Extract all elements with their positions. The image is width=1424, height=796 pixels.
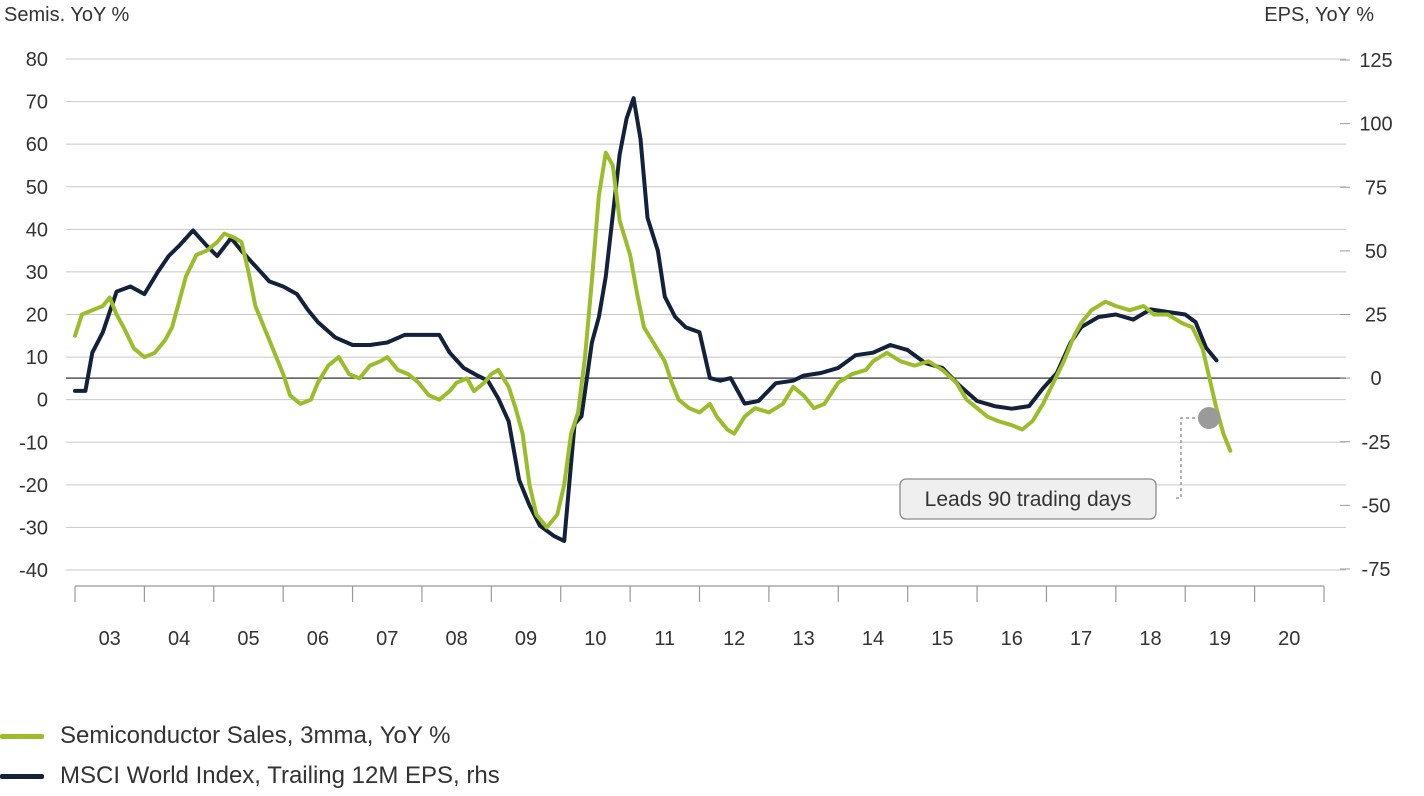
x-tick-label: 03: [99, 628, 121, 650]
y-right-tick-label: 125: [1359, 50, 1392, 72]
y-left-tick-label: -20: [19, 475, 48, 497]
x-tick-label: 12: [723, 628, 745, 650]
x-tick-label: 06: [307, 628, 329, 650]
x-tick-label: 18: [1139, 628, 1161, 650]
x-tick-label: 05: [237, 628, 259, 650]
y-left-tick-label: 40: [26, 219, 48, 241]
y-left-tick-label: 30: [26, 262, 48, 284]
y-right-tick-label: 50: [1365, 241, 1387, 263]
x-tick-label: 15: [931, 628, 953, 650]
x-axis: 03 04 05 06 07 08 09 10 11 12 13 14 15 16 17 18 19 20: [74, 585, 1325, 650]
y-right-tick-label: 100: [1359, 114, 1392, 136]
y-left-tick-label: 70: [26, 92, 48, 114]
lead-annotation: Leads 90 trading days: [899, 407, 1220, 520]
x-tick-label: 19: [1209, 628, 1231, 650]
x-tick-label: 13: [792, 628, 814, 650]
y-left-tick-label: -10: [19, 432, 48, 454]
legend-label-eps: MSCI World Index, Trailing 12M EPS, rhs: [60, 762, 500, 789]
y-right-tick-label: -75: [1362, 559, 1391, 581]
gridlines: [66, 58, 1346, 571]
y-right-tick-label: 75: [1365, 177, 1387, 199]
x-tick-label: 14: [862, 628, 884, 650]
series-line-semiconductor-sales: [73, 150, 1233, 530]
x-tick-label: 16: [1001, 628, 1023, 650]
x-tick-label: 11: [654, 628, 675, 650]
y-left-tick-label: 20: [26, 305, 48, 327]
legend-item-eps: MSCI World Index, Trailing 12M EPS, rhs: [0, 756, 500, 796]
y-axis-left-title: Semis. YoY %: [4, 4, 129, 26]
y-right-tick-label: -50: [1362, 495, 1391, 517]
y-axis-right-title: EPS, YoY %: [1264, 4, 1374, 26]
y-left-tick-label: -40: [19, 560, 48, 582]
y-left-tick-label: 0: [37, 390, 48, 412]
annotation-connector: [1176, 417, 1207, 499]
x-tick-label: 09: [515, 628, 537, 650]
legend-item-semis: Semiconductor Sales, 3mma, YoY %: [0, 716, 500, 756]
x-tick-label: 17: [1070, 628, 1092, 650]
x-tick-label: 08: [446, 628, 468, 650]
annotation-marker: [1198, 407, 1220, 429]
x-tick-label: 07: [376, 628, 398, 650]
series-lines: [73, 96, 1233, 543]
legend-swatch-semis: [0, 733, 44, 739]
y-left-tick-label: 10: [26, 347, 48, 369]
x-tick-label: 10: [584, 628, 606, 650]
y-axis-right-ticks: 125 100 75 50 25 0 -25 -50 -75: [1340, 50, 1393, 581]
legend-label-semis: Semiconductor Sales, 3mma, YoY %: [60, 722, 451, 749]
y-right-tick-label: -25: [1362, 432, 1391, 454]
y-left-tick-label: 50: [26, 177, 48, 199]
x-tick-label: 20: [1278, 628, 1300, 650]
annotation-text: Leads 90 trading days: [925, 488, 1132, 511]
y-left-tick-label: -30: [19, 517, 48, 539]
annotation-box: [899, 478, 1157, 520]
legend: Semiconductor Sales, 3mma, YoY % MSCI Wo…: [0, 716, 500, 796]
y-axis-left-ticks: 80 70 60 50 40 30 20 10 0 -10 -20 -30 -40: [19, 49, 48, 582]
y-left-tick-label: 60: [26, 134, 48, 156]
y-right-tick-label: 0: [1370, 368, 1381, 390]
y-right-tick-label: 25: [1365, 305, 1387, 327]
legend-swatch-eps: [0, 773, 44, 779]
y-left-tick-label: 80: [26, 49, 48, 71]
x-tick-label: 04: [168, 628, 190, 650]
series-line-msci-eps: [73, 96, 1219, 543]
